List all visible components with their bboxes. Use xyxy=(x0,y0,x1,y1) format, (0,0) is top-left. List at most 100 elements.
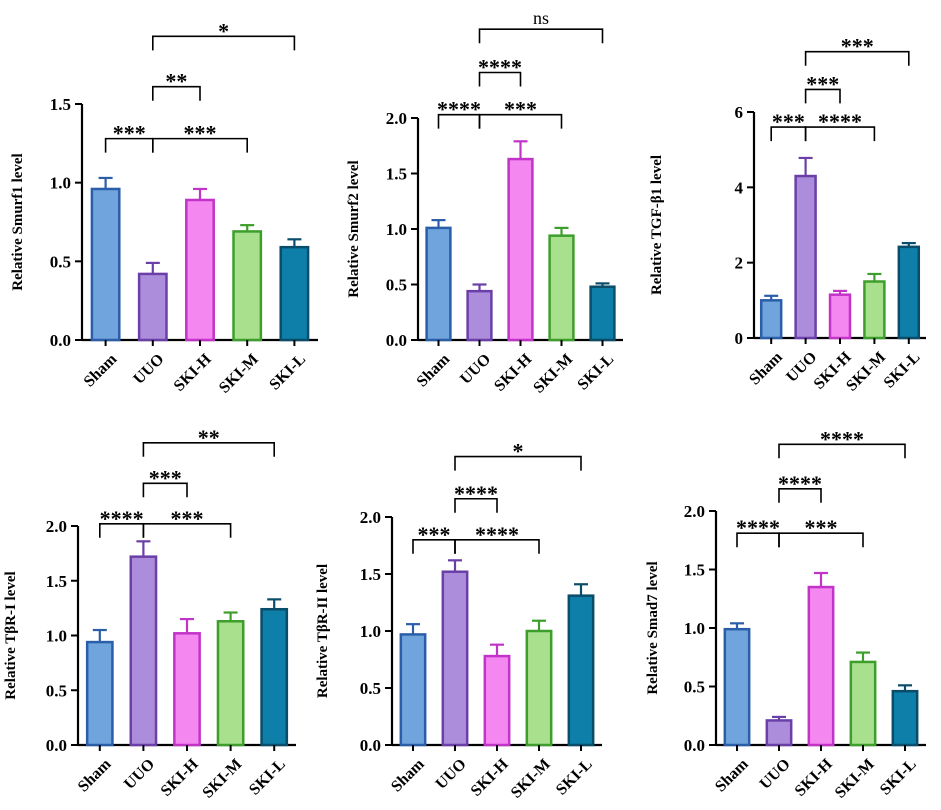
bar-ski-l xyxy=(589,285,616,342)
significance-bracket xyxy=(804,88,841,104)
bar-sham xyxy=(759,299,783,340)
bar-ski-m xyxy=(525,629,553,747)
x-tick-label: SKI-M xyxy=(508,756,554,802)
y-tick-label: 0.0 xyxy=(684,736,705,755)
y-tick-label: 1.0 xyxy=(684,619,705,638)
significance-label: *** xyxy=(806,71,839,96)
chart-panel-2: 0.0 0.5 1.0 1.5 2.0 Relative Smurf2 level Sham… xyxy=(346,8,623,397)
bar-ski-h xyxy=(483,654,511,747)
x-tick-label: SKI-M xyxy=(832,756,878,802)
significance-bracket xyxy=(478,71,522,87)
y-tick-label: 1.0 xyxy=(360,622,381,641)
bar-sham xyxy=(399,633,427,747)
bar-ski-h xyxy=(507,157,534,342)
x-tick-label: UUO xyxy=(121,756,158,793)
y-tick-label: 1.5 xyxy=(50,95,71,114)
y-tick-label: 1.5 xyxy=(46,572,67,591)
y-axis-title: Relative Smurf1 level xyxy=(10,153,26,290)
significance-label: *** xyxy=(184,121,217,146)
y-tick-label: 6 xyxy=(735,103,744,122)
y-tick-label: 1.5 xyxy=(360,565,381,584)
significance-label: * xyxy=(218,18,229,43)
significance-bracket xyxy=(804,50,910,66)
significance-label: **** xyxy=(778,471,822,496)
x-tick-label: UUO xyxy=(757,756,794,793)
x-tick-label: SKI-H xyxy=(792,755,836,799)
chart-panel-5: 0.0 0.5 1.0 1.5 2.0 Relative TβR-II level Sham… xyxy=(315,439,602,802)
y-tick-label: 0.0 xyxy=(50,331,71,350)
y-tick-label: 2.0 xyxy=(46,517,67,536)
bar-ski-h xyxy=(828,293,852,340)
significance-bracket xyxy=(804,126,876,142)
y-tick-label: 2.0 xyxy=(386,109,407,128)
y-tick-label: 2 xyxy=(735,254,744,273)
significance-label: * xyxy=(513,439,524,464)
significance-bracket xyxy=(142,523,232,538)
y-tick-label: 0.5 xyxy=(50,252,71,271)
significance-bracket xyxy=(152,137,248,153)
significance-bracket xyxy=(454,497,498,513)
significance-bracket xyxy=(142,441,275,457)
y-tick-label: 0.0 xyxy=(386,331,407,350)
y-axis-title: Relative TβR-II level xyxy=(315,564,331,698)
significance-label: **** xyxy=(475,522,519,547)
y-tick-label: 2.0 xyxy=(360,508,381,527)
bar-uuo xyxy=(765,719,793,747)
x-tick-label: SKI-L xyxy=(266,351,309,394)
significance-label: ns xyxy=(533,8,549,28)
x-tick-label: SKI-M xyxy=(530,351,576,397)
y-tick-label: 0.0 xyxy=(360,736,381,755)
bar-uuo xyxy=(466,289,493,342)
significance-label: *** xyxy=(418,522,451,547)
significance-label: ** xyxy=(198,425,220,450)
y-tick-label: 1.5 xyxy=(684,561,705,580)
x-tick-label: Sham xyxy=(81,350,121,390)
x-tick-label: SKI-M xyxy=(843,349,889,395)
significance-bracket xyxy=(478,28,604,44)
y-tick-label: 0.5 xyxy=(46,681,67,700)
bar-uuo xyxy=(137,272,168,342)
x-tick-label: Sham xyxy=(414,350,454,390)
significance-label: *** xyxy=(149,465,182,490)
significance-label: *** xyxy=(171,506,204,531)
x-tick-label: SKI-H xyxy=(171,350,215,394)
significance-bracket xyxy=(142,482,188,498)
y-tick-label: 2.0 xyxy=(684,502,705,521)
chart-panel-4: 0.0 0.5 1.0 1.5 2.0 Relative TβR-I level Sham U… xyxy=(3,425,296,802)
x-tick-label: Sham xyxy=(75,755,115,795)
bar-ski-h xyxy=(807,585,835,747)
significance-bracket xyxy=(152,85,201,101)
x-tick-label: SKI-H xyxy=(158,755,202,799)
significance-bracket xyxy=(778,443,906,459)
significance-label: **** xyxy=(736,515,780,540)
x-tick-label: SKI-L xyxy=(881,349,924,392)
x-tick-label: SKI-H xyxy=(491,350,535,394)
x-tick-label: UUO xyxy=(457,351,494,388)
y-tick-label: 1.0 xyxy=(46,627,67,646)
significance-label: **** xyxy=(818,109,862,134)
y-tick-label: 4 xyxy=(735,178,744,197)
significance-bracket xyxy=(454,539,540,554)
bar-sham xyxy=(723,627,751,747)
significance-label: **** xyxy=(437,97,481,122)
significance-label: **** xyxy=(454,481,498,506)
y-tick-label: 1.0 xyxy=(386,220,407,239)
bar-sham xyxy=(90,187,121,342)
x-tick-label: SKI-L xyxy=(553,756,596,799)
x-tick-label: SKI-L xyxy=(574,351,617,394)
bar-ski-m xyxy=(548,234,575,342)
bar-ski-l xyxy=(279,245,310,342)
significance-label: *** xyxy=(805,515,838,540)
bar-ski-l xyxy=(897,245,921,340)
significance-label: ** xyxy=(165,69,187,94)
x-tick-label: Sham xyxy=(712,755,752,795)
bar-ski-h xyxy=(173,632,201,747)
bar-ski-m xyxy=(232,230,263,342)
bar-uuo xyxy=(129,555,158,747)
y-axis-title: Relative Smurf2 level xyxy=(346,160,362,297)
significance-bracket xyxy=(478,113,563,129)
y-tick-label: 0.0 xyxy=(46,736,67,755)
bar-ski-l xyxy=(891,689,919,747)
bar-ski-l xyxy=(260,607,289,747)
